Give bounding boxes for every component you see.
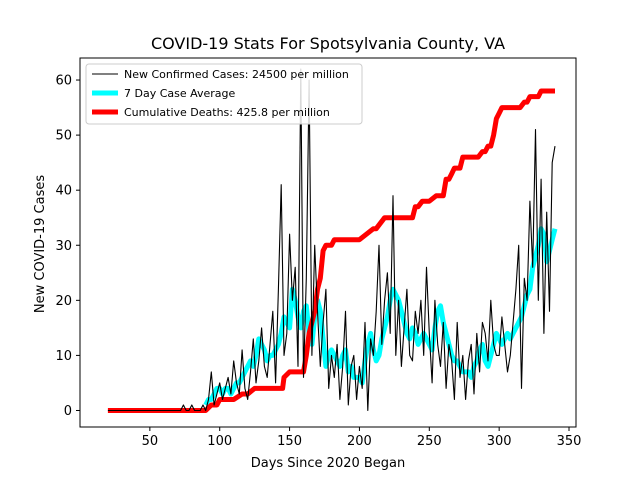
series-line-2 xyxy=(203,226,558,407)
x-tick-label-3: 150 xyxy=(277,434,302,449)
plot-area: 50 100 150 200 250 300 350 0 10 20 30 40 50 60 xyxy=(55,57,582,449)
y-tick-label-7: 60 xyxy=(55,74,72,89)
x-tick-label-2: 100 xyxy=(207,434,232,449)
y-tick-label-4: 30 xyxy=(55,239,72,254)
x-tick-label-1: 50 xyxy=(142,434,159,449)
y-tick-label-6: 50 xyxy=(55,129,72,144)
y-tick-label-3: 20 xyxy=(55,294,72,309)
series-line-1 xyxy=(107,68,556,412)
legend-label-2: 7 Day Case Average xyxy=(124,87,236,100)
y-tick-label-5: 40 xyxy=(55,184,72,199)
plot-frame xyxy=(79,57,577,428)
y-tick-label-1: 0 xyxy=(64,404,72,419)
series-line-3 xyxy=(107,88,555,413)
x-tick-label-5: 250 xyxy=(417,434,442,449)
x-axis-label: Days Since 2020 Began xyxy=(251,456,406,471)
legend-box xyxy=(85,63,363,125)
y-axis-label: New COVID-19 Cases xyxy=(33,175,48,313)
legend: New Confirmed Cases: 24500 per million 7 … xyxy=(85,63,363,125)
x-tick-label-4: 200 xyxy=(347,434,372,449)
legend-label-1: New Confirmed Cases: 24500 per million xyxy=(124,68,349,81)
x-tick-label-6: 300 xyxy=(487,434,512,449)
legend-label-3: Cumulative Deaths: 425.8 per million xyxy=(124,106,330,119)
x-tick-label-7: 350 xyxy=(557,434,582,449)
y-tick-label-2: 10 xyxy=(55,349,72,364)
chart-title: COVID-19 Stats For Spotsylvania County, … xyxy=(151,34,505,53)
